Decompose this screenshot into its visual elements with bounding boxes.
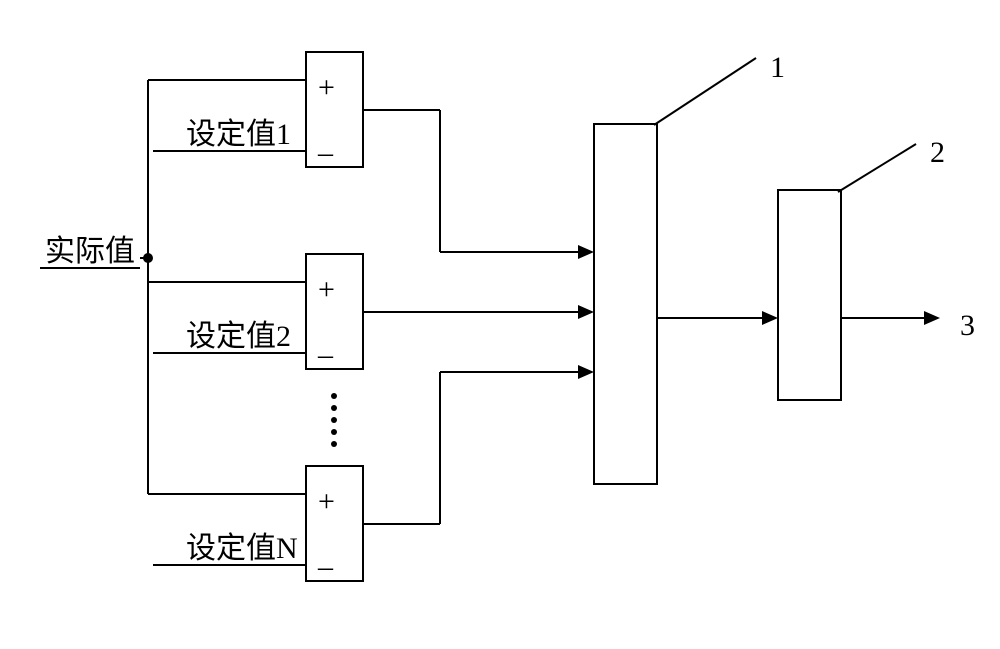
block-2	[778, 190, 841, 400]
block-1	[594, 124, 657, 484]
comparator-n-minus: –	[317, 550, 334, 583]
ref-3: 3	[960, 309, 975, 342]
comparator-1-minus: –	[317, 136, 334, 169]
label-set-2: 设定值2	[186, 320, 291, 353]
comparator-2-plus: +	[318, 273, 335, 306]
comparator-2-minus: –	[317, 338, 334, 371]
ref-1: 1	[770, 51, 785, 84]
ref-2: 2	[930, 136, 945, 169]
label-set-1: 设定值1	[186, 118, 291, 151]
comparator-1-plus: +	[318, 71, 335, 104]
comparator-n-plus: +	[318, 485, 335, 518]
label-set-n: 设定值N	[186, 532, 298, 565]
label-actual: 实际值	[45, 235, 135, 268]
